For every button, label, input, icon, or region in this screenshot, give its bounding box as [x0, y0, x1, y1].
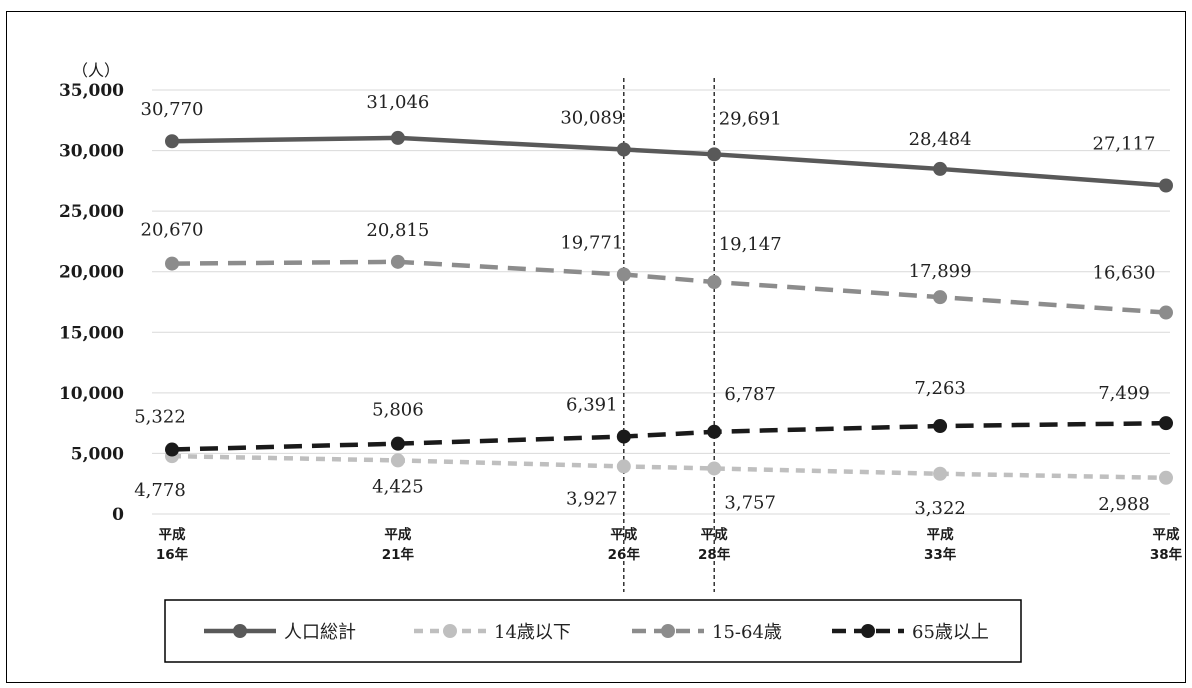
- x-tick-label: 平成: [384, 526, 411, 543]
- legend-label: 15-64歳: [712, 622, 782, 643]
- data-label: 2,988: [1098, 494, 1150, 515]
- data-label: 5,322: [134, 407, 186, 428]
- legend-marker: [661, 624, 675, 638]
- y-tick-label: 25,000: [59, 202, 124, 222]
- data-point: [165, 442, 179, 457]
- series-line: [171, 453, 1167, 481]
- data-point: [707, 147, 722, 162]
- data-label: 4,778: [134, 480, 186, 501]
- y-tick-label: 30,000: [59, 142, 124, 162]
- data-label: 5,806: [372, 400, 424, 421]
- data-point: [165, 134, 179, 149]
- data-point: [390, 254, 405, 269]
- series-line: [171, 135, 1167, 188]
- data-point: [1159, 470, 1173, 485]
- data-point: [707, 424, 722, 439]
- data-label: 6,787: [724, 384, 776, 405]
- legend-item: 15-64歳: [632, 622, 782, 643]
- y-axis-unit: （人）: [72, 61, 120, 80]
- x-tick-label: 33年: [924, 546, 957, 563]
- series-lines: [165, 130, 1173, 485]
- data-point: [616, 429, 631, 444]
- y-tick-label: 15,000: [59, 323, 124, 343]
- legend-marker: [443, 624, 457, 638]
- data-point: [933, 290, 948, 305]
- data-label: 30,770: [141, 99, 204, 120]
- data-label: 31,046: [366, 92, 429, 113]
- legend-item: 人口総計: [204, 622, 356, 643]
- series-line: [171, 420, 1167, 452]
- data-label: 27,117: [1093, 133, 1156, 154]
- data-label: 3,322: [914, 498, 966, 519]
- data-point: [390, 453, 405, 468]
- data-label: 17,899: [909, 261, 972, 282]
- data-label: 6,391: [566, 395, 618, 416]
- data-point: [390, 130, 405, 145]
- series-line: [171, 259, 1167, 315]
- data-label: 30,089: [560, 107, 623, 128]
- y-tick-label: 0: [112, 505, 124, 525]
- data-label: 3,927: [566, 488, 618, 509]
- data-label: 7,263: [914, 378, 966, 399]
- x-axis-ticks: 平成 16年 平成 21年 平成 26年 平成 28年 平成 33年 平成 38年: [156, 526, 1183, 563]
- vertical-reference-lines: [623, 78, 715, 592]
- legend-label: 65歳以上: [912, 622, 989, 643]
- data-point: [390, 436, 405, 451]
- data-point: [707, 461, 722, 476]
- x-tick-label: 平成: [701, 526, 728, 543]
- data-label: 29,691: [719, 108, 782, 129]
- x-tick-label: 平成: [1153, 526, 1181, 543]
- data-point: [616, 142, 631, 157]
- x-tick-label: 平成: [610, 526, 637, 543]
- legend-item: 65歳以上: [832, 622, 989, 643]
- legend-label: 人口総計: [284, 622, 356, 643]
- x-tick-label: 16年: [156, 546, 189, 563]
- legend-label: 14歳以下: [494, 622, 571, 643]
- data-label: 20,670: [141, 220, 204, 241]
- legend-item: 14歳以下: [414, 622, 571, 643]
- data-label: 3,757: [724, 492, 776, 513]
- data-point: [1159, 305, 1173, 320]
- data-point: [165, 256, 179, 271]
- data-label: 20,815: [366, 220, 429, 241]
- data-labels: 30,770 31,046 30,089 29,691 28,484 27,117 4,77…: [134, 92, 1155, 519]
- chart-frame: [6, 11, 1186, 683]
- x-tick-label: 26年: [608, 546, 641, 563]
- data-point: [933, 419, 948, 434]
- data-label: 28,484: [909, 129, 972, 150]
- data-point: [1159, 416, 1173, 431]
- y-tick-label: 35,000: [59, 81, 124, 101]
- y-tick-label: 10,000: [59, 384, 124, 404]
- data-label: 19,147: [719, 234, 782, 255]
- x-tick-label: 21年: [382, 546, 415, 563]
- legend: 人口総計 14歳以下 15-64歳 65歳以上: [164, 599, 1022, 663]
- data-label: 7,499: [1098, 383, 1150, 404]
- x-tick-label: 平成: [927, 526, 954, 543]
- data-point: [707, 275, 722, 290]
- gridlines: [152, 89, 1170, 515]
- x-tick-label: 38年: [1150, 546, 1183, 563]
- y-axis-ticks: 0 5,000 10,000 15,000 20,000 25,000 30,000 35,0…: [59, 81, 124, 525]
- data-point: [616, 267, 631, 282]
- y-tick-label: 20,000: [59, 263, 124, 283]
- legend-marker: [233, 624, 247, 638]
- x-tick-label: 28年: [698, 546, 731, 563]
- x-tick-label: 平成: [159, 526, 186, 543]
- data-point: [933, 466, 948, 481]
- data-point: [616, 459, 631, 474]
- data-point: [933, 161, 948, 176]
- legend-marker: [861, 624, 875, 638]
- data-label: 4,425: [372, 476, 424, 497]
- y-tick-label: 5,000: [71, 444, 124, 464]
- data-label: 16,630: [1093, 263, 1156, 284]
- data-label: 19,771: [560, 232, 623, 253]
- data-point: [1159, 178, 1173, 193]
